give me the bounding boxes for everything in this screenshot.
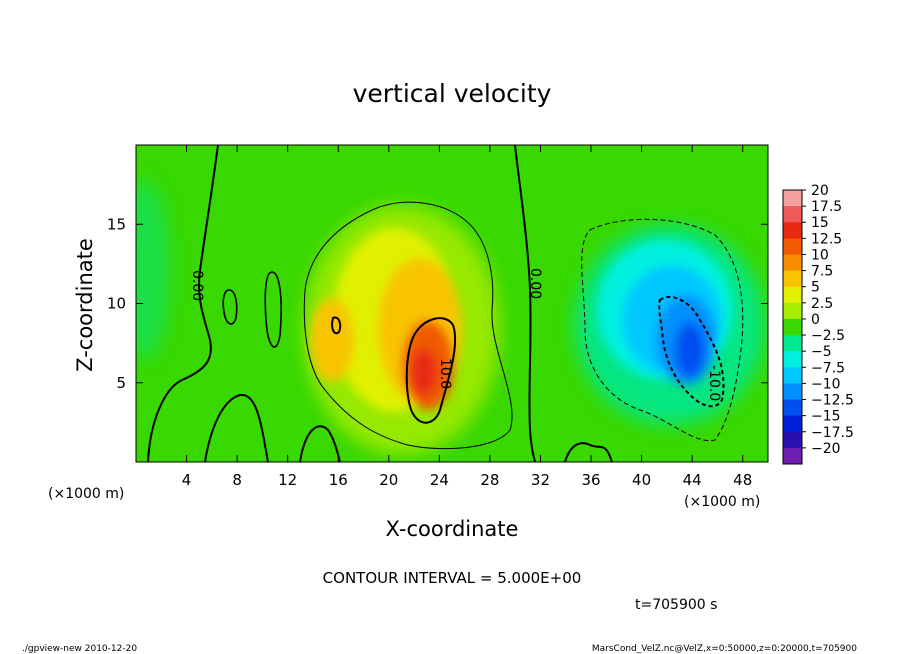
- colorbar-label: −10: [811, 376, 841, 392]
- contour-ten-blob: [331, 316, 342, 335]
- colorbar-swatch: [783, 302, 802, 320]
- colorbar-swatch: [783, 190, 802, 207]
- x-tick-label: 40: [632, 471, 651, 489]
- x-tick-label: 44: [683, 471, 702, 489]
- colorbar-label: −15: [811, 409, 841, 425]
- x-axis-unit-right: (×1000 m): [684, 494, 760, 510]
- x-tick-label: 12: [278, 471, 297, 489]
- field-edge-left: [136, 180, 170, 360]
- x-axis-label: X-coordinate: [386, 517, 519, 541]
- x-tick-label: 20: [379, 471, 398, 489]
- plot-area: 0.00 0.00 10.0 -10.0: [136, 145, 768, 462]
- colorbar-swatch: [783, 351, 802, 368]
- time-label: t=705900 s: [635, 597, 717, 613]
- contour-zero-base-mid: [299, 425, 341, 462]
- colorbar-label: −2.5: [811, 328, 845, 344]
- contour-label-0: 0.00: [189, 270, 205, 301]
- contour-label-1: 0.00: [527, 268, 543, 299]
- colorbar-label: 17.5: [811, 199, 842, 215]
- y-axis-label: Z-coordinate: [73, 238, 97, 372]
- x-tick-label: 36: [581, 471, 600, 489]
- contour-ten: [405, 317, 457, 424]
- colorbar-swatch: [783, 206, 802, 223]
- colorbar-label: 20: [811, 183, 829, 199]
- x-tick-label: 24: [430, 471, 449, 489]
- colorbar-label: −17.5: [811, 425, 854, 441]
- contour-zero-left: [147, 145, 219, 462]
- footer-right: MarsCond_VelZ.nc@VelZ,x=0:50000,z=0:2000…: [592, 644, 857, 654]
- colorbar-label: 7.5: [811, 264, 833, 280]
- y-tick-label: 10: [107, 295, 126, 313]
- colorbar-label: 0: [811, 312, 820, 328]
- contour-zero-blob-a: [222, 289, 238, 325]
- x-tick-label: 32: [531, 471, 550, 489]
- x-tick-label: 48: [733, 471, 752, 489]
- colorbar-label: −5: [811, 344, 832, 360]
- colorbar-swatch: [783, 254, 802, 272]
- colorbar-swatch: [783, 335, 802, 352]
- colorbar: 2017.51512.5107.552.50−2.5−5−7.5−10−12.5…: [782, 183, 854, 465]
- colorbar-label: −7.5: [811, 360, 845, 376]
- field-positive-peak: [411, 348, 437, 396]
- contour-zero-base-right: [564, 442, 613, 462]
- contour-interval: CONTOUR INTERVAL = 5.000E+00: [323, 569, 582, 587]
- colorbar-swatch: [783, 415, 802, 433]
- x-tick-label: 4: [182, 471, 192, 489]
- colorbar-swatch: [783, 318, 802, 336]
- colorbar-frame: [782, 189, 803, 465]
- contour-five: [303, 201, 513, 450]
- colorbar-swatch: [783, 383, 802, 401]
- colorbar-label: −12.5: [811, 393, 854, 409]
- x-axis-unit-left: (×1000 m): [48, 486, 124, 502]
- contour-label-3: -10.0: [706, 365, 722, 401]
- colorbar-label: 15: [811, 215, 829, 231]
- colorbar-swatch: [783, 431, 802, 449]
- contour-zero-blob-b: [264, 271, 282, 348]
- x-tick-label: 8: [232, 471, 242, 489]
- chart-title: vertical velocity: [353, 79, 552, 108]
- field-negative-core: [675, 322, 705, 378]
- colorbar-swatch: [783, 286, 802, 304]
- contour-minus-five: [581, 218, 744, 442]
- colorbar-label: 10: [811, 247, 829, 263]
- colorbar-label: 12.5: [811, 231, 842, 247]
- colorbar-swatch: [783, 222, 802, 239]
- colorbar-label: 5: [811, 280, 820, 296]
- y-tick-label: 5: [116, 374, 126, 392]
- colorbar-swatch: [783, 399, 802, 417]
- field-positive-orange-left: [310, 298, 354, 382]
- colorbar-label: −20: [811, 441, 841, 457]
- x-tick-label: 28: [480, 471, 499, 489]
- contour-minus-ten: [658, 295, 725, 408]
- contour-zero-center: [514, 145, 536, 462]
- colorbar-swatch: [783, 447, 802, 465]
- x-axis: 4 8 12 16 20 24 28 32 36 40 44 48: [182, 145, 752, 489]
- colorbar-swatch: [783, 367, 802, 384]
- y-tick-label: 15: [107, 215, 126, 233]
- colorbar-swatch: [783, 238, 802, 255]
- x-tick-label: 16: [329, 471, 348, 489]
- contour-label-2: 10.0: [437, 358, 453, 389]
- colorbar-label: 2.5: [811, 296, 833, 312]
- footer-left: ./gpview-new 2010-12-20: [22, 644, 137, 654]
- colorbar-swatch: [783, 270, 802, 288]
- y-axis: 5 10 15: [107, 215, 768, 392]
- contour-zero-base-left: [204, 393, 269, 462]
